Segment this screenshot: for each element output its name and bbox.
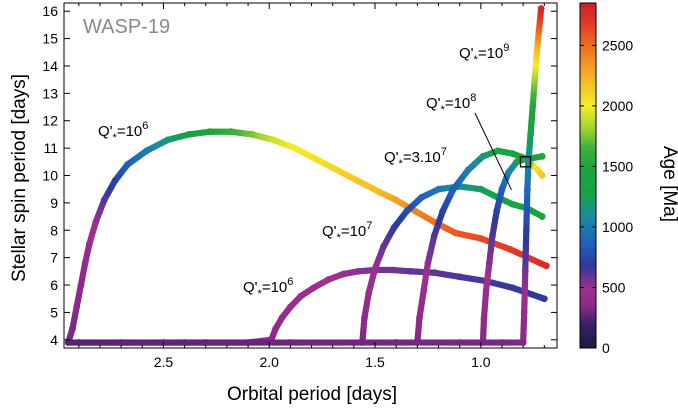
y-tick-label: 11 bbox=[43, 140, 58, 156]
x-axis: 2.5 2.0 1.5 1.0 bbox=[78, 3, 545, 370]
data-point bbox=[538, 172, 546, 179]
colorbar-tick-label: 1500 bbox=[602, 158, 633, 174]
data-point bbox=[543, 262, 550, 270]
chart-title: WASP-19 bbox=[83, 16, 170, 38]
x-tick-label: 1.5 bbox=[365, 354, 385, 370]
annotation-line bbox=[474, 112, 512, 191]
series-label: Q'*=106 bbox=[98, 120, 148, 144]
y-tick-label: 9 bbox=[50, 195, 58, 211]
data-point bbox=[537, 5, 545, 12]
series-label: Q'*=109 bbox=[459, 42, 509, 66]
data-point bbox=[538, 213, 546, 220]
colorbar bbox=[579, 2, 597, 349]
colorbar-ticks: 0 500 1000 1500 2000 2500 bbox=[580, 37, 633, 356]
series-label: Q'*=106 bbox=[243, 276, 293, 300]
series-label: Q'*=108 bbox=[426, 92, 476, 116]
x-tick-label: 2.5 bbox=[154, 354, 174, 370]
data-point bbox=[540, 295, 548, 303]
colorbar-title: Age [Ma] bbox=[659, 146, 678, 222]
data-point bbox=[538, 152, 546, 160]
colorbar-tick-label: 500 bbox=[602, 279, 626, 295]
series-4 bbox=[479, 155, 546, 346]
y-tick-label: 4 bbox=[50, 332, 58, 348]
y-tick-label: 14 bbox=[42, 58, 58, 74]
y-axis: 4 5 6 7 8 9 10 11 12 13 14 15 16 bbox=[42, 3, 557, 348]
y-tick-label: 8 bbox=[50, 222, 58, 238]
y-tick-label: 7 bbox=[50, 250, 58, 266]
y-tick-label: 6 bbox=[50, 277, 58, 293]
series-layer bbox=[64, 5, 550, 346]
colorbar-tick-label: 2500 bbox=[602, 37, 633, 53]
series-0 bbox=[64, 128, 550, 346]
series-label: Q'*=107 bbox=[322, 220, 372, 244]
series-5 bbox=[64, 5, 545, 346]
y-tick-label: 13 bbox=[42, 85, 58, 101]
y-tick-label: 5 bbox=[50, 304, 58, 320]
y-tick-label: 12 bbox=[42, 113, 58, 129]
x-axis-title: Orbital period [days] bbox=[227, 384, 397, 405]
colorbar-tick-label: 2000 bbox=[602, 98, 633, 114]
x-tick-label: 2.0 bbox=[260, 354, 280, 370]
y-tick-label: 16 bbox=[42, 3, 58, 19]
series-label: Q'*=3.107 bbox=[384, 146, 447, 170]
y-tick-label: 10 bbox=[42, 168, 58, 184]
colorbar-tick-label: 1000 bbox=[602, 219, 633, 235]
y-axis-title: Stellar spin period [days] bbox=[9, 74, 30, 282]
x-tick-label: 1.0 bbox=[471, 354, 491, 370]
colorbar-tick-label: 0 bbox=[602, 340, 610, 356]
series-labels: Q'*=106 Q'*=106 Q'*=107 Q'*=3.107 Q'*=108 Q'*… bbox=[98, 42, 512, 300]
y-tick-label: 15 bbox=[42, 31, 58, 47]
observed-marker bbox=[519, 156, 532, 168]
